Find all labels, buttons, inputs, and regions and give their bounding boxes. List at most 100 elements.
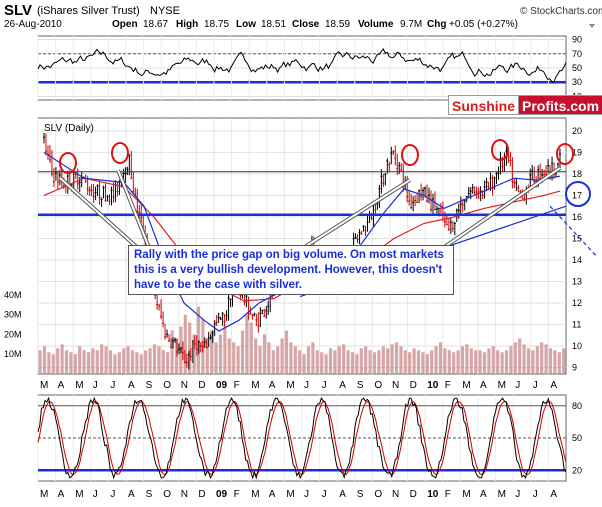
x-tick-label: S [357,380,364,391]
volume-bar [192,334,196,374]
x-tick-label: S [146,380,153,391]
volume-bar [188,322,192,374]
volume-bar [157,346,161,374]
volume-bar [553,350,557,374]
annotation-callout: Rally with the price gap on big volume. … [128,245,454,295]
x-tick-label: M [498,489,506,500]
volume-bar [372,352,377,374]
volume-bar [245,314,249,374]
volume-bar [205,338,209,374]
x-tick-label: A [339,380,346,391]
volume-bar [51,354,55,374]
volume-bar [504,350,509,374]
volume-tick-label: 40M [4,290,22,300]
callout-pointer-inner [117,169,151,251]
logo-part1: Sunshine [448,95,519,115]
stoch-tick-label: 80 [572,401,582,411]
symbol-title: SLV [4,2,32,19]
volume-bar [166,352,170,374]
volume-bar [254,338,258,374]
price-tick-label: 9 [572,363,577,373]
rsi-series [37,47,567,84]
volume-bar [522,344,526,374]
volume-bar [438,342,443,374]
x-axis-months-bottom: M A M J J A S O N D 09 F M A M J J A S O N D 10 F M A M J J A [40,489,557,500]
copyright: © StockCharts.com [520,6,602,17]
x-tick-label: J [515,380,520,391]
volume-bar [144,350,148,374]
volume-bar [271,350,275,374]
volume-bar [544,344,548,374]
volume-bar [298,350,302,374]
x-tick-label: A [480,380,487,391]
price-tick-label: 14 [572,255,582,265]
x-tick-label: J [533,489,538,500]
callout-pointer-inner [299,179,411,251]
volume-bar [262,334,267,374]
x-tick-label: 09 [216,489,228,500]
volume-bar [465,344,469,374]
volume-bar [148,348,152,374]
x-tick-label: D [198,380,205,391]
volume-bar [513,342,517,374]
volume-bar [500,352,504,374]
volume-bar [170,330,174,374]
volume-bar [452,352,456,374]
volume-bar [311,342,315,374]
chg-label: Chg [427,19,446,30]
x-tick-label: M [462,380,470,391]
stoch-ticks: 20 50 80 [572,401,582,476]
volume-tick-label: 20M [4,329,22,339]
peak-circle [401,144,419,166]
volume-bar [38,350,42,374]
price-tick-label: 17 [572,190,582,200]
low-value: 18.51 [261,19,286,30]
volume-bar [56,348,60,374]
callout-pointer-inner [59,177,141,251]
volume-bar [223,326,227,374]
volume-bar [359,348,363,374]
volume-tick-label: 30M [4,310,22,320]
volume-bar [430,350,434,374]
volume-bar [293,346,297,374]
volume-bar [368,350,372,374]
x-tick-label: F [445,380,451,391]
volume-ticks: 10M 20M 30M 40M [4,290,22,359]
price-tick-label: 15 [572,233,582,243]
volume-bar [135,352,139,374]
annotations [58,139,591,252]
volume-bar [526,348,531,374]
volume-bar [60,344,64,374]
volume-bar [386,348,390,374]
stoch-line [37,396,567,480]
x-tick-label: J [322,489,327,500]
close-label: Close [292,19,320,30]
x-tick-label: J [515,489,520,500]
volume-bar [478,350,482,374]
volume-bar [183,314,187,374]
volume-bar [416,350,421,374]
x-tick-label: J [304,489,309,500]
x-tick-label: A [550,380,557,391]
x-tick-label: S [357,489,364,500]
x-tick-label: J [93,380,98,391]
volume-bar [333,350,337,374]
volume-bar [218,334,223,374]
volume-bar [130,350,135,374]
x-tick-label: S [146,489,153,500]
peak-circle [491,139,509,161]
volume-bar [342,344,346,374]
open-label: Open [112,19,138,30]
volume-bar [412,348,416,374]
x-tick-label: M [286,489,294,500]
volume-bar [73,354,77,374]
volume-bar [126,346,130,374]
price-tick-label: 16 [572,212,582,222]
volume-bar [276,346,280,374]
exchange: NYSE [150,5,180,17]
volume-bar [315,350,319,374]
volume-bar [425,354,429,374]
volume-bar [240,330,245,374]
symbol-name: (iShares Silver Trust) [37,5,140,17]
x-tick-label: N [181,380,188,391]
